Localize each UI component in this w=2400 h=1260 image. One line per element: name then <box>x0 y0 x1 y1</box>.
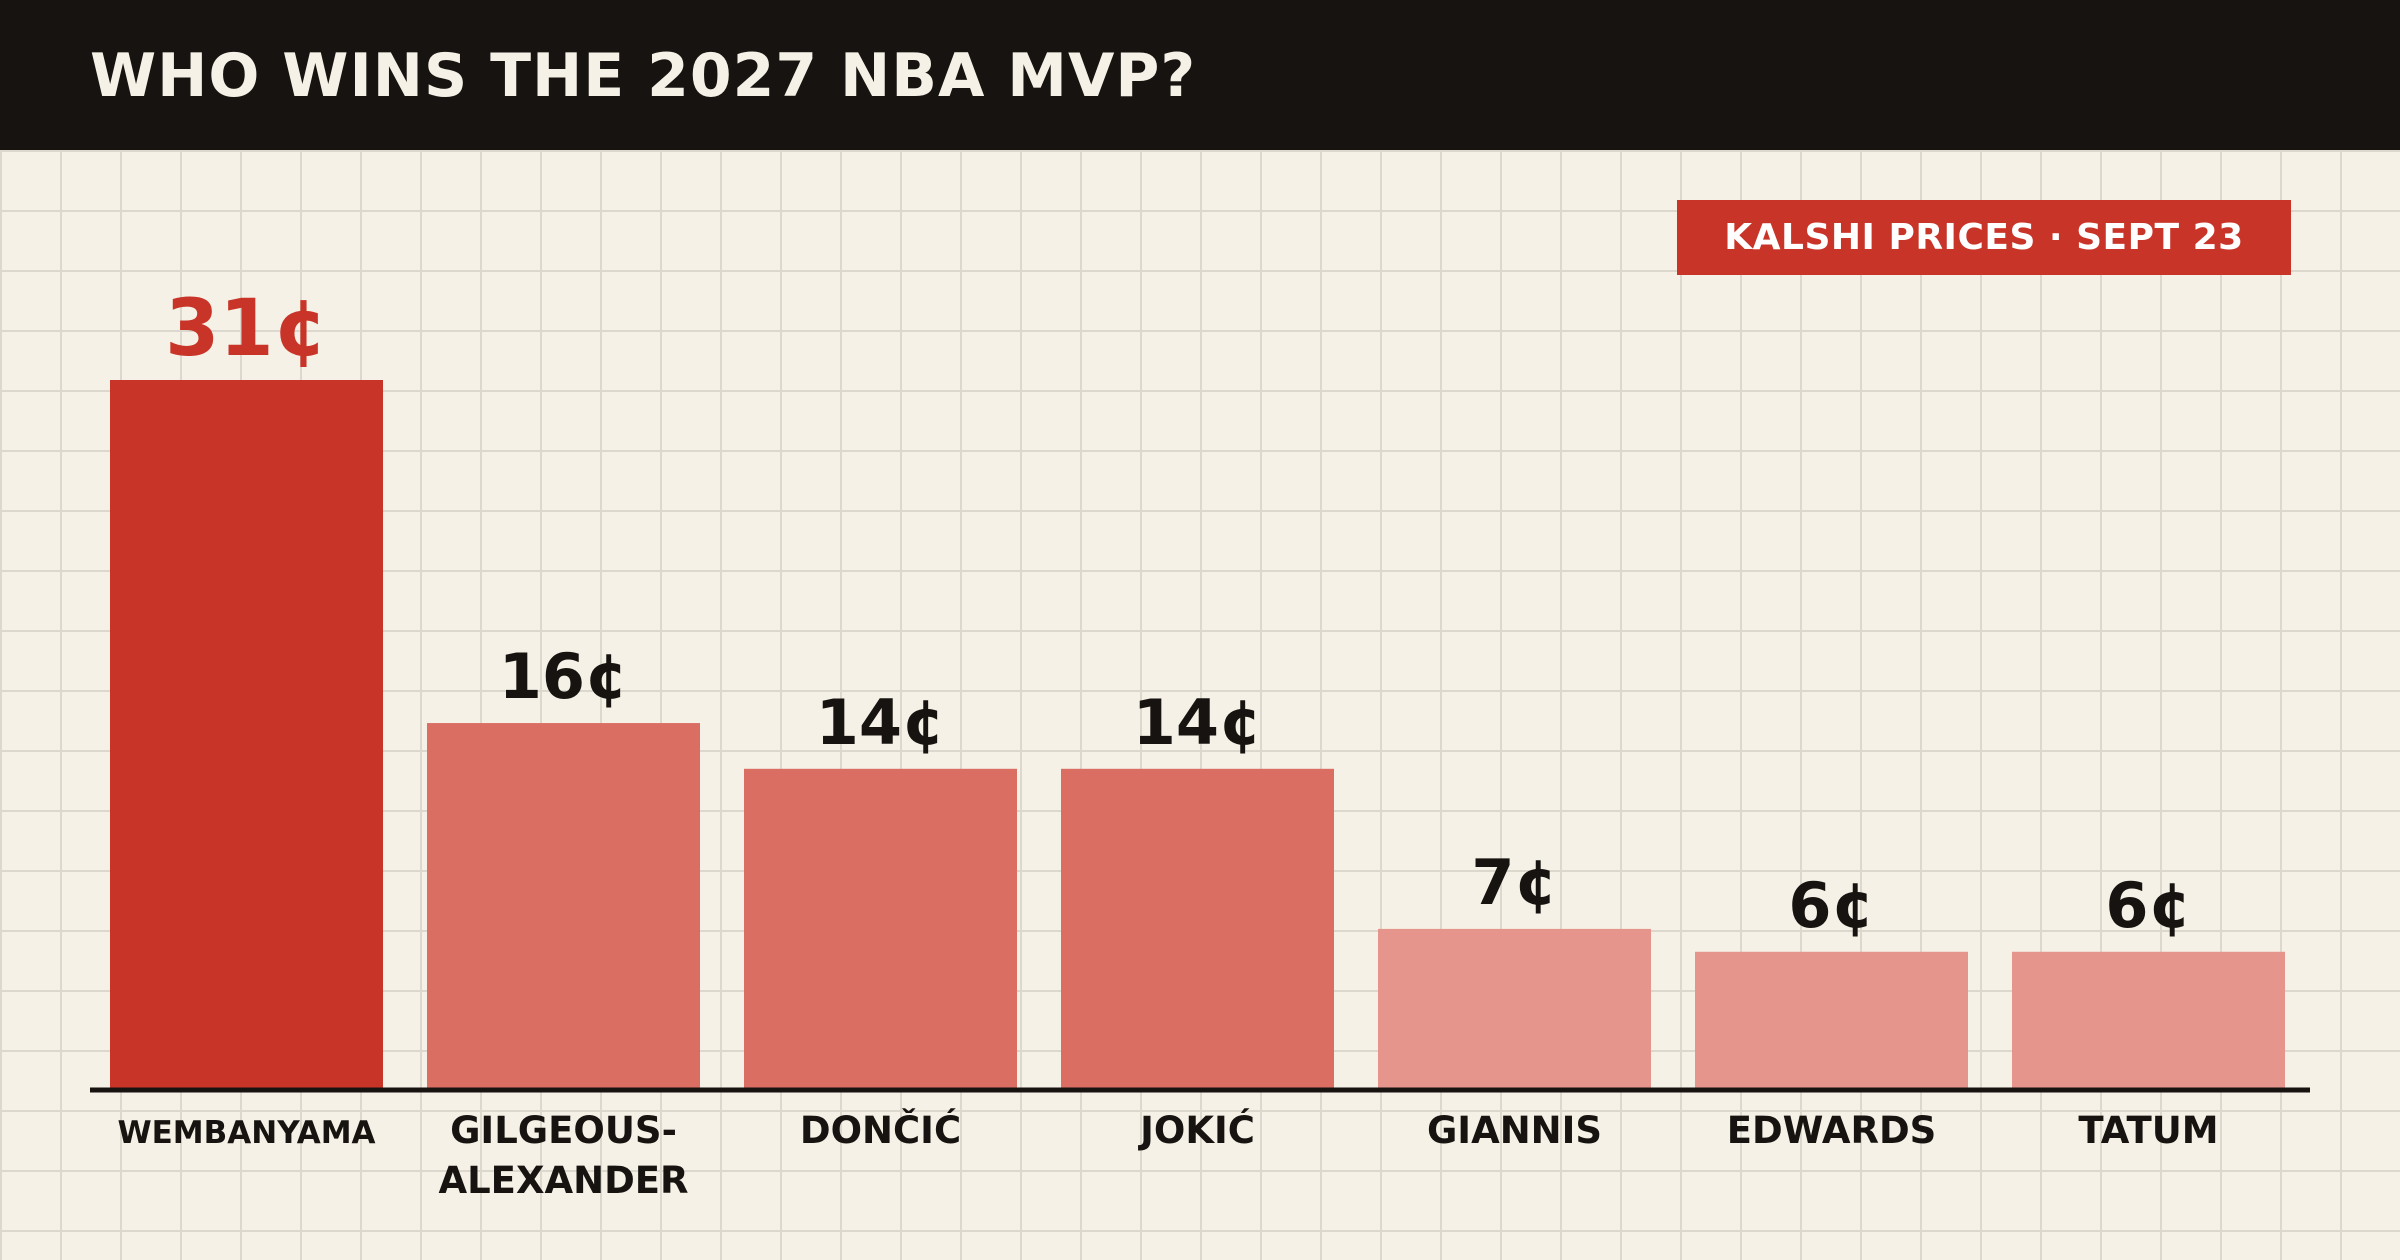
bar <box>1695 951 1968 1089</box>
bars-group <box>110 380 2285 1089</box>
category-label: WEMBANYAMA <box>117 1115 375 1151</box>
bar-value-label: 6¢ <box>2105 869 2191 942</box>
category-labels-group: WEMBANYAMA GILGEOUS- ALEXANDER DONČIĆ JOKIĆ G… <box>117 1108 2218 1202</box>
header-bar: WHO WINS THE 2027 NBA MVP? <box>0 0 2400 150</box>
category-label: TATUM <box>2078 1109 2218 1152</box>
bar-value-label: 6¢ <box>1788 869 1874 942</box>
category-label: GIANNIS <box>1427 1109 1602 1152</box>
bar <box>1061 768 1334 1089</box>
bar-value-label: 16¢ <box>499 640 628 713</box>
bar <box>1378 928 1651 1089</box>
bar-value-label: 7¢ <box>1471 846 1557 919</box>
category-label: ALEXANDER <box>438 1159 688 1202</box>
source-badge: KALSHI PRICES · SEPT 23 <box>1677 200 2291 275</box>
category-label: EDWARDS <box>1727 1109 1937 1152</box>
bar-value-label: 14¢ <box>1133 686 1262 759</box>
bar <box>110 380 383 1089</box>
bar-value-label: 31¢ <box>165 284 328 374</box>
chart-title: WHO WINS THE 2027 NBA MVP? <box>90 41 1197 111</box>
category-label: GILGEOUS- <box>450 1109 677 1152</box>
value-labels-group: 31¢ 16¢ 14¢ 14¢ 7¢ 6¢ 6¢ <box>165 284 2192 942</box>
bar-value-label: 14¢ <box>816 686 945 759</box>
bar <box>2012 951 2285 1089</box>
bar <box>427 723 700 1089</box>
bar <box>744 768 1017 1089</box>
category-label: DONČIĆ <box>800 1108 961 1152</box>
category-label: JOKIĆ <box>1137 1108 1255 1152</box>
